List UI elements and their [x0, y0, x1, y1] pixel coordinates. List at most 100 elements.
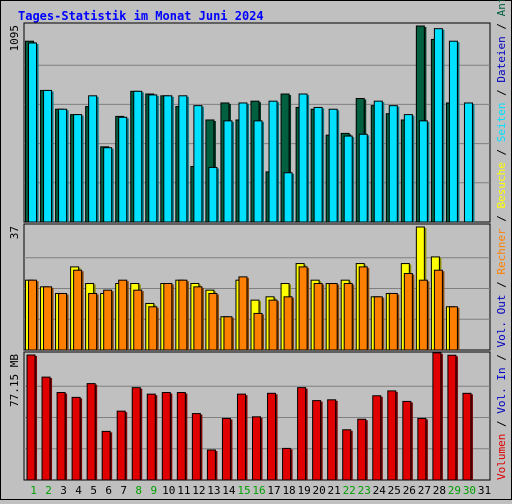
- x-tick-label: 26: [403, 484, 416, 497]
- panel-seiten: 37: [8, 223, 491, 351]
- bar-dateien-day-18: [283, 172, 293, 223]
- legend-item-vol-in: Vol. In: [495, 367, 508, 413]
- bar-shade: [246, 103, 249, 222]
- bar-shade: [65, 393, 68, 480]
- bar-shade: [322, 284, 325, 350]
- bar-besuche-day-27: [418, 279, 428, 351]
- series-volumen: [26, 352, 473, 481]
- bar-volumen-day-16: [252, 416, 261, 481]
- bar-shade: [350, 430, 353, 480]
- bar-dateien-day-23: [358, 133, 368, 223]
- legend-separator: /: [495, 16, 508, 36]
- bar-besuche-day-15: [238, 276, 248, 351]
- x-tick-label: 4: [75, 484, 82, 497]
- x-tick-label: 12: [192, 484, 205, 497]
- bar-shade: [412, 274, 415, 350]
- bar-shade: [231, 317, 234, 350]
- bar-shade: [141, 291, 144, 350]
- bar-besuche-day-9: [148, 306, 158, 351]
- bar-shade: [81, 271, 84, 350]
- bar-shade: [397, 294, 400, 350]
- bar-volumen-day-18: [282, 447, 292, 481]
- bar-dateien-day-26: [403, 114, 413, 223]
- bar-shade: [292, 297, 295, 350]
- bar-volumen-day-30: [462, 392, 472, 481]
- x-tick-label: 9: [150, 484, 157, 497]
- bar-besuche-day-3: [58, 292, 68, 351]
- x-tick-label: 11: [177, 484, 190, 497]
- bar-shade: [289, 95, 292, 222]
- bar-shade: [335, 400, 338, 480]
- bar-volumen-day-10: [161, 392, 171, 481]
- x-tick-label: 19: [297, 484, 310, 497]
- bar-volumen-day-21: [327, 399, 337, 481]
- bar-shade: [410, 402, 413, 480]
- bar-besuche-day-29: [448, 306, 458, 351]
- x-tick-label: 18: [282, 484, 295, 497]
- bar-volumen-day-23: [357, 418, 367, 481]
- bar-shade: [337, 110, 340, 222]
- bar-dateien-day-12: [193, 105, 203, 223]
- x-tick-label: 14: [222, 484, 236, 497]
- bar-volumen-day-17: [267, 392, 277, 481]
- x-tick-label: 3: [60, 484, 67, 497]
- x-tick-label: 31: [478, 484, 491, 497]
- bar-volumen-day-1: [26, 354, 36, 481]
- bar-dateien-day-9: [148, 94, 158, 223]
- bar-shade: [305, 388, 308, 480]
- bar-besuche-day-20: [313, 283, 323, 351]
- bar-dateien-day-15: [238, 102, 248, 223]
- bar-shade: [352, 284, 355, 350]
- y-max-label: 1095: [8, 25, 21, 52]
- bar-shade: [277, 102, 280, 222]
- bar-shade: [382, 297, 385, 350]
- series-besuche: [28, 266, 460, 351]
- x-tick-label: 15: [237, 484, 250, 497]
- bar-shade: [427, 281, 430, 350]
- bar-dateien-day-4: [73, 114, 83, 223]
- x-tick-label: 13: [207, 484, 220, 497]
- bar-shade: [320, 401, 323, 480]
- bar-besuche-day-7: [118, 279, 128, 351]
- bar-shade: [51, 287, 54, 350]
- bar-shade: [365, 420, 368, 480]
- bar-shade: [397, 106, 400, 222]
- bar-besuche-day-25: [388, 292, 398, 351]
- x-tick-label: 7: [120, 484, 127, 497]
- bar-dateien-day-13: [208, 166, 218, 223]
- bar-shade: [307, 95, 310, 222]
- bar-shade: [201, 287, 204, 350]
- bar-besuche-day-21: [328, 283, 338, 351]
- x-axis-labels: 1 2 3 4 5 6 7 8 9 10 11 12 13 14 15 16 17 18 19 20 21 22 23 24 2…: [30, 484, 491, 497]
- bar-shade: [230, 419, 233, 480]
- panel-anfragen: 1095: [8, 22, 491, 223]
- bar-besuche-day-8: [133, 289, 143, 351]
- bar-shade: [201, 106, 204, 222]
- right-legend: Volumen / Vol. In / Vol. Out / Rechner /…: [495, 0, 508, 480]
- legend-item-dateien: Dateien: [495, 36, 508, 82]
- bar-dateien-day-3: [58, 108, 68, 223]
- bar-volumen-day-14: [221, 417, 231, 481]
- bar-shade: [125, 412, 128, 480]
- bar-besuche-day-2: [43, 286, 53, 351]
- legend-item-rechner: Rechner: [495, 228, 508, 275]
- bar-shade: [277, 301, 280, 350]
- bar-shade: [442, 271, 445, 350]
- bar-shade: [200, 414, 203, 480]
- bar-shade: [470, 394, 473, 480]
- bar-volumen-day-6: [101, 430, 111, 481]
- bar-shade: [262, 121, 264, 222]
- x-tick-label: 2: [45, 484, 52, 497]
- bar-dateien-day-5: [88, 95, 98, 223]
- bar-shade: [307, 267, 310, 350]
- bar-shade: [216, 294, 219, 350]
- x-tick-label: 29: [448, 484, 461, 497]
- bar-shade: [412, 115, 415, 222]
- bar-shade: [262, 314, 264, 350]
- bar-shade: [95, 384, 98, 480]
- bar-shade: [442, 29, 445, 222]
- bar-shade: [126, 118, 129, 222]
- x-tick-label: 8: [135, 484, 142, 497]
- bar-shade: [260, 417, 263, 480]
- bar-shade: [216, 168, 219, 222]
